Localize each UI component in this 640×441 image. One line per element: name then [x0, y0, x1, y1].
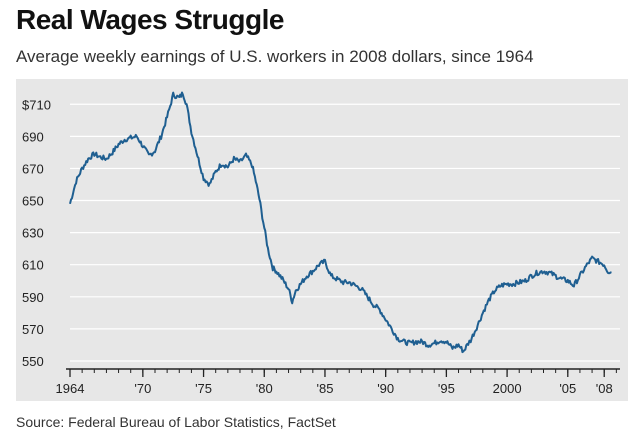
- x-tick-label: '05: [559, 381, 576, 396]
- grid-layer: [70, 103, 620, 362]
- x-tick-label: '70: [134, 381, 151, 396]
- chart-subtitle: Average weekly earnings of U.S. workers …: [16, 47, 534, 66]
- y-tick-label: 590: [22, 290, 44, 305]
- y-tick-label: 690: [22, 129, 44, 144]
- x-tick-label: 1964: [56, 381, 85, 396]
- x-axis: 1964 '70 '75 '80 '85 '90 '95 2000 '05 '08: [56, 368, 620, 396]
- y-tick-label: 670: [22, 161, 44, 176]
- y-tick-label: 570: [22, 322, 44, 337]
- x-tick-label: '95: [438, 381, 455, 396]
- y-tick-label: 630: [22, 226, 44, 241]
- chart-panel: 550 570 590 610 630 650 670 690 $710 1964 '70 '75 '…: [16, 79, 628, 401]
- source-note: Source: Federal Bureau of Labor Statisti…: [16, 414, 336, 430]
- y-axis-ticks: 550 570 590 610 630 650 670 690 $710: [22, 97, 51, 369]
- y-tick-label: 650: [22, 194, 44, 209]
- x-tick-label: '08: [596, 381, 613, 396]
- series-layer: [69, 91, 612, 354]
- y-tick-label: 550: [22, 354, 44, 369]
- x-tick-label: '85: [316, 381, 333, 396]
- y-tick-label: 610: [22, 258, 44, 273]
- x-tick-label: '90: [377, 381, 394, 396]
- x-tick-label: '75: [195, 381, 212, 396]
- x-tick-label: 2000: [493, 381, 522, 396]
- x-tick-label: '80: [256, 381, 273, 396]
- chart-title: Real Wages Struggle: [16, 4, 284, 35]
- series-line: [69, 91, 612, 354]
- line-chart: 550 570 590 610 630 650 670 690 $710 1964 '70 '75 '…: [22, 91, 620, 396]
- y-tick-label: $710: [22, 97, 51, 112]
